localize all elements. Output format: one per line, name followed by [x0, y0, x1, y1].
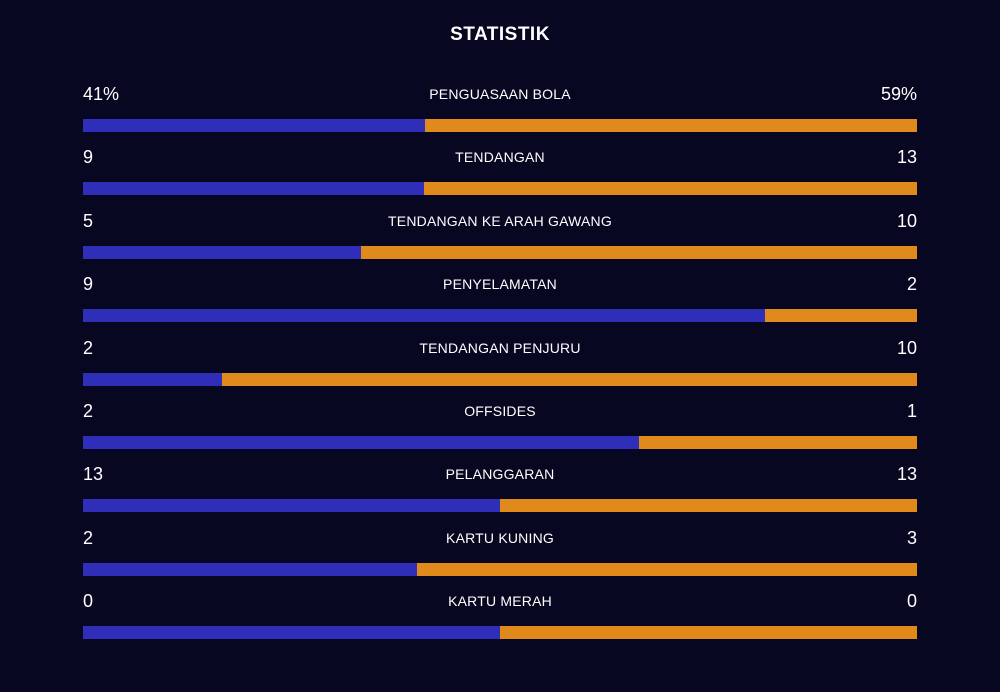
away-value: 10: [896, 337, 917, 358]
home-bar-segment: [83, 119, 425, 132]
home-bar-segment: [83, 499, 500, 513]
home-value: 2: [83, 337, 94, 358]
stat-row-fouls: 13 PELANGGARAN 13: [83, 460, 917, 523]
stat-label: PENGUASAAN BOLA: [429, 86, 571, 102]
away-value: 13: [896, 464, 917, 485]
stat-label: TENDANGAN: [455, 149, 545, 166]
stat-row-corners: 2 TENDANGAN PENJURU 10: [83, 334, 917, 397]
stat-label: KARTU MERAH: [448, 593, 552, 610]
away-value: 59%: [880, 84, 917, 104]
home-bar-segment: [83, 372, 223, 386]
home-bar-segment: [83, 245, 361, 259]
stat-label: PENYELAMATAN: [443, 276, 557, 293]
comparison-bar: [83, 499, 917, 513]
away-bar-segment: [424, 182, 917, 196]
home-bar-segment: [83, 182, 425, 196]
away-bar-segment: [639, 435, 917, 449]
home-bar-segment: [83, 562, 417, 576]
comparison-bar: [83, 435, 917, 449]
stat-row-red-cards: 0 KARTU MERAH 0: [83, 587, 917, 650]
stat-row-yellow-cards: 2 KARTU KUNING 3: [83, 524, 917, 587]
stat-label: KARTU KUNING: [446, 529, 554, 546]
stat-row-shots-on-target: 5 TENDANGAN KE ARAH GAWANG 10: [83, 207, 917, 270]
away-bar-segment: [765, 309, 917, 323]
home-value: 41%: [83, 84, 120, 104]
away-value: 2: [906, 274, 917, 295]
home-value: 2: [83, 400, 94, 421]
stat-row-shots: 9 TENDANGAN 13: [83, 143, 917, 206]
stat-row-possession: 41% PENGUASAAN BOLA 59%: [83, 80, 917, 143]
away-bar-segment: [500, 626, 917, 640]
stat-label: OFFSIDES: [464, 402, 536, 419]
stat-row-offsides: 2 OFFSIDES 1: [83, 397, 917, 460]
home-bar-segment: [83, 309, 766, 323]
away-value: 1: [906, 400, 917, 421]
stat-label: PELANGGARAN: [445, 466, 555, 483]
away-bar-segment: [416, 562, 917, 576]
home-value: 5: [83, 210, 94, 231]
home-value: 9: [83, 147, 94, 168]
comparison-bar: [83, 372, 917, 386]
comparison-bar: [83, 562, 917, 576]
stat-label: TENDANGAN PENJURU: [419, 339, 581, 356]
home-bar-segment: [83, 435, 640, 449]
comparison-bar: [83, 626, 917, 640]
home-value: 13: [83, 464, 104, 485]
stat-row-saves: 9 PENYELAMATAN 2: [83, 270, 917, 333]
away-value: 13: [896, 147, 917, 168]
away-value: 10: [896, 210, 917, 231]
comparison-bar: [83, 245, 917, 259]
away-value: 3: [906, 527, 917, 548]
away-bar-segment: [222, 372, 917, 386]
comparison-bar: [83, 182, 917, 196]
stats-title: STATISTIK: [450, 24, 550, 45]
home-value: 2: [83, 527, 94, 548]
comparison-bar: [83, 119, 917, 132]
home-value: 0: [83, 591, 94, 612]
away-bar-segment: [424, 119, 917, 132]
away-bar-segment: [360, 245, 917, 259]
stat-label: TENDANGAN KE ARAH GAWANG: [388, 212, 612, 229]
home-value: 9: [83, 274, 94, 295]
comparison-bar: [83, 309, 917, 323]
stats-list: 41% PENGUASAAN BOLA 59% 9 TENDANGAN 13 5…: [83, 80, 917, 651]
home-bar-segment: [83, 626, 500, 640]
away-value: 0: [906, 591, 917, 612]
away-bar-segment: [500, 499, 917, 513]
